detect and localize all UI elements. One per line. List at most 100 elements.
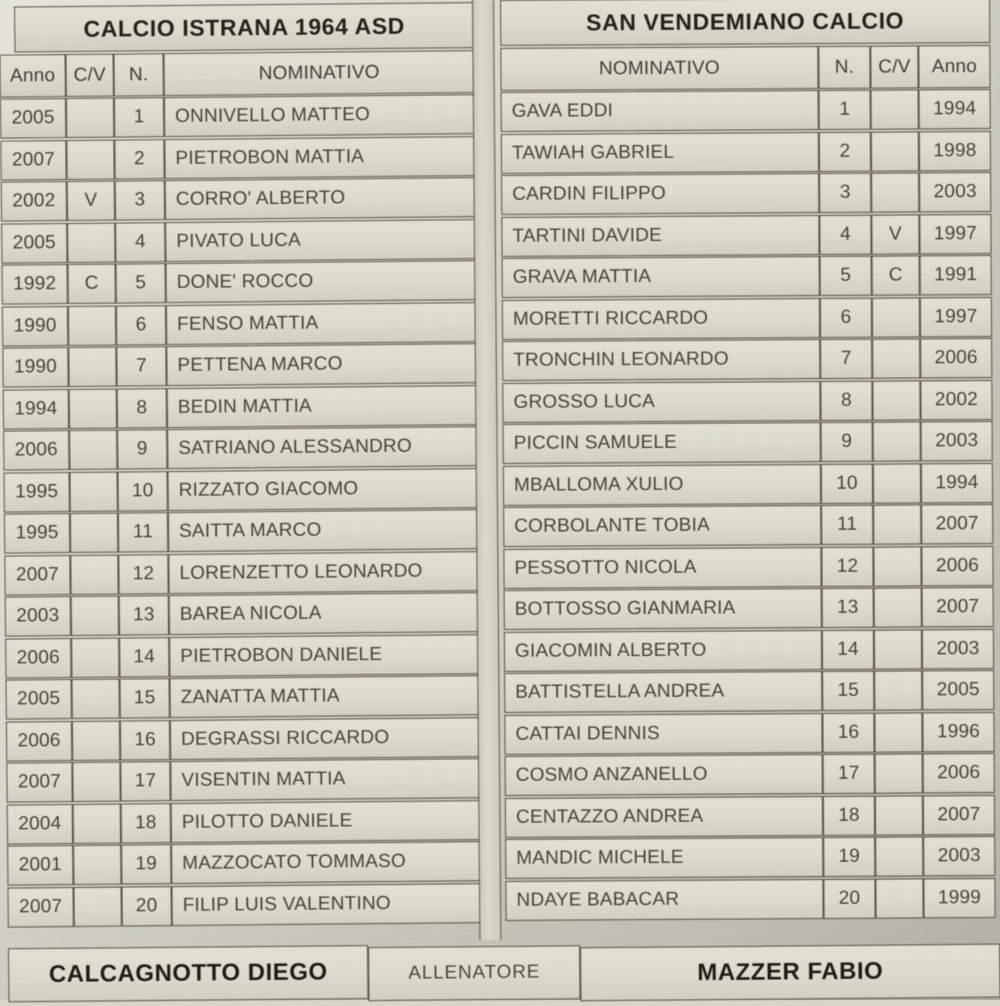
left-cell-anno: 1995	[3, 513, 71, 554]
right-cell-anno: 1994	[918, 88, 991, 130]
right-cell-anno: 2006	[922, 752, 995, 794]
right-cell-n: 20	[823, 878, 876, 919]
left-cell-anno: 2004	[6, 803, 74, 845]
right-cell-cv	[871, 172, 920, 213]
right-cell-cv	[871, 296, 921, 338]
right-cell-cv	[872, 462, 922, 504]
right-cell-cv	[872, 421, 921, 462]
right-cell-n: 7	[820, 338, 873, 380]
left-cell-name: VISENTIN MATTIA	[170, 758, 482, 802]
left-cell-cv	[71, 720, 121, 761]
left-cell-name: SATRIANO ALESSANDRO	[167, 426, 479, 470]
right-cell-anno: 2006	[921, 545, 994, 586]
allenatore-label: ALLENATORE	[368, 945, 581, 1002]
left-cell-anno: 1994	[2, 388, 70, 430]
left-header-cv: C/V	[65, 53, 114, 98]
right-cell-n: 13	[821, 587, 874, 629]
right-cell-cv	[873, 587, 922, 628]
left-cell-anno: 2006	[3, 430, 70, 471]
left-cell-name: RIZZATO GIACOMO	[167, 467, 479, 511]
right-team-table: SAN VENDEMIANO CALCIO NOMINATIVO N. C/V …	[496, 0, 1000, 940]
left-cell-n: 11	[117, 512, 169, 553]
left-cell-n: 8	[116, 387, 168, 429]
right-cell-cv	[874, 711, 923, 753]
left-cell-anno: 2007	[0, 139, 67, 181]
left-cell-n: 9	[117, 429, 168, 470]
right-cell-name: MBALLOMA XULIO	[502, 463, 822, 506]
right-cell-anno: 2003	[923, 835, 996, 877]
right-cell-anno: 1997	[919, 296, 993, 337]
left-cell-name: PILOTTO DANIELE	[170, 799, 483, 843]
left-cell-n: 5	[115, 263, 166, 304]
right-cell-n: 18	[822, 795, 876, 836]
right-cell-n: 9	[820, 421, 873, 463]
left-cell-cv	[66, 139, 115, 180]
right-cell-n: 15	[822, 670, 875, 712]
left-cell-anno: 2006	[5, 637, 72, 679]
left-cell-name: FENSO MATTIA	[165, 301, 478, 345]
right-cell-anno: 2003	[921, 628, 995, 669]
right-cell-anno: 1997	[919, 213, 992, 254]
right-coach-name: MAZZER FABIO	[580, 943, 1000, 1002]
left-cell-anno: 2003	[4, 596, 72, 637]
left-cell-anno: 2006	[5, 720, 73, 762]
left-cell-cv	[71, 637, 120, 678]
left-cell-n: 12	[118, 553, 169, 595]
left-cell-n: 15	[119, 678, 170, 719]
right-cell-anno: 1996	[922, 711, 995, 752]
left-cell-name: PIVATO LUCA	[165, 218, 477, 262]
right-cell-anno: 2007	[921, 503, 994, 545]
left-cell-anno: 1990	[1, 305, 69, 347]
right-header-nominativo: NOMINATIVO	[500, 46, 819, 91]
right-cell-anno: 2007	[922, 794, 996, 835]
right-cell-name: GRAVA MATTIA	[501, 256, 820, 298]
left-cell-cv	[68, 388, 118, 429]
right-cell-anno: 2003	[919, 171, 992, 213]
right-cell-name: CORBOLANTE TOBIA	[503, 505, 822, 547]
left-cell-name: ONNIVELLO MATTEO	[163, 94, 476, 138]
right-cell-anno: 1991	[919, 254, 992, 296]
left-cell-n: 13	[118, 595, 170, 636]
right-cell-anno: 1994	[920, 462, 994, 503]
left-cell-cv	[73, 886, 122, 927]
left-coach-name: CALCAGNOTTO DIEGO	[8, 945, 369, 1003]
left-cell-cv	[67, 305, 117, 346]
left-cell-name: DONE' ROCCO	[165, 260, 477, 304]
right-cell-name: BOTTOSSO GIANMARIA	[503, 588, 822, 630]
right-cell-name: MORETTI RICCARDO	[501, 297, 821, 340]
left-cell-cv	[68, 346, 117, 388]
left-cell-name: LORENZETTO LEONARDO	[168, 550, 480, 594]
right-cell-cv	[872, 338, 921, 379]
right-cell-anno: 2005	[922, 669, 995, 711]
right-cell-n: 16	[822, 712, 875, 753]
left-header-anno: Anno	[0, 54, 66, 98]
left-team-table: CALCIO ISTRANA 1964 ASD Anno C/V N. NOMI…	[0, 2, 497, 942]
coach-footer: CALCAGNOTTO DIEGO ALLENATORE MAZZER FABI…	[0, 940, 1000, 1006]
left-cell-n: 10	[117, 470, 168, 512]
right-team-title: SAN VENDEMIANO CALCIO	[499, 0, 991, 46]
right-cell-name: MANDIC MICHELE	[505, 837, 824, 879]
right-cell-cv	[874, 670, 923, 711]
right-cell-name: GROSSO LUCA	[502, 380, 821, 423]
left-cell-name: ZANATTA MATTIA	[169, 675, 481, 719]
left-cell-cv	[69, 512, 119, 554]
right-cell-cv	[872, 379, 921, 421]
right-cell-cv: V	[871, 213, 920, 255]
right-cell-name: NDAYE BABACAR	[505, 878, 824, 921]
left-cell-name: DEGRASSI RICCARDO	[169, 716, 482, 760]
left-cell-cv	[70, 554, 119, 595]
left-cell-cv	[72, 803, 122, 844]
right-cell-n: 12	[821, 546, 874, 587]
left-cell-name: PIETROBON MATTIA	[164, 135, 476, 179]
left-cell-name: PETTENA MARCO	[166, 343, 478, 387]
left-cell-n: 2	[114, 138, 165, 180]
right-cell-cv	[875, 877, 924, 919]
left-cell-n: 20	[121, 885, 172, 927]
right-cell-n: 2	[818, 131, 872, 172]
right-cell-cv	[873, 504, 922, 545]
right-cell-name: CARDIN FILIPPO	[501, 173, 820, 215]
right-header-anno: Anno	[918, 44, 991, 89]
left-cell-n: 18	[120, 802, 172, 844]
left-cell-cv	[72, 761, 121, 803]
